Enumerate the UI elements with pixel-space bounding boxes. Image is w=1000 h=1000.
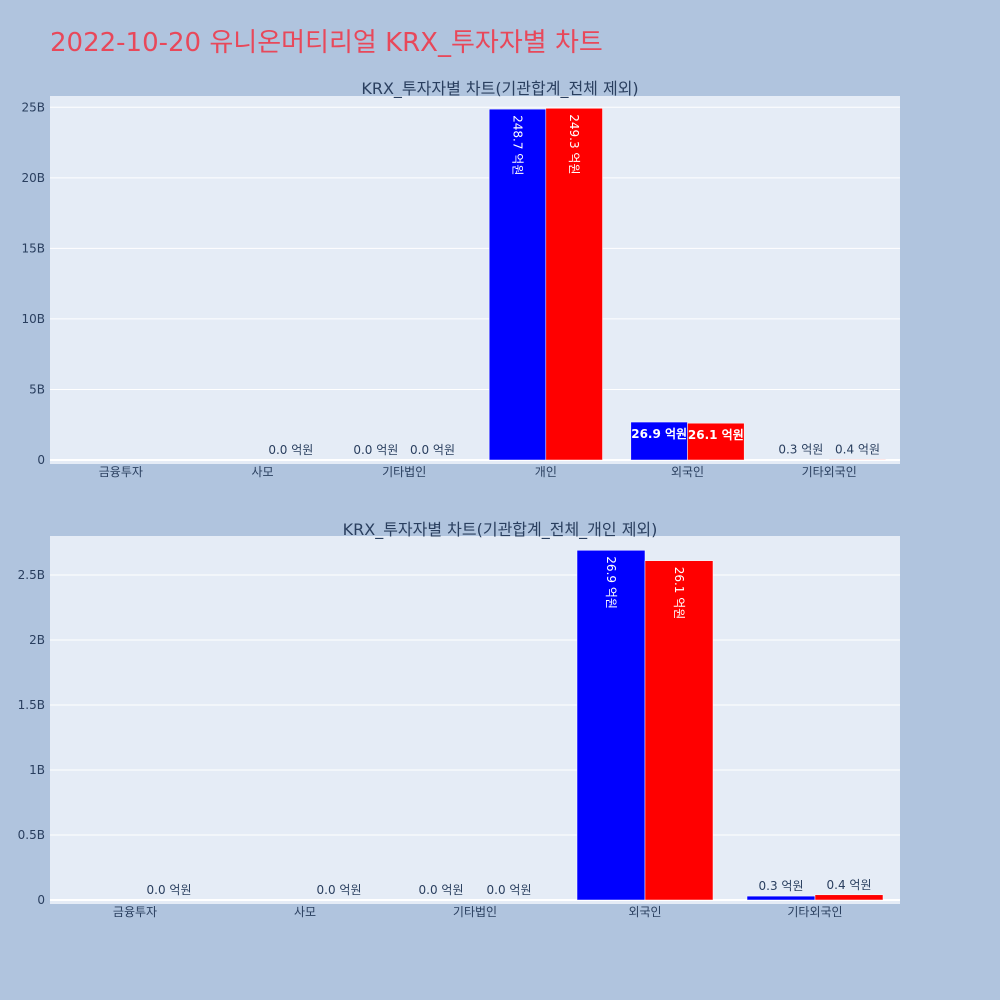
x-tick-label: 외국인 — [671, 465, 704, 479]
chart-title: KRX_투자자별 차트(기관합계_전체 제외) — [361, 79, 638, 99]
y-tick-label: 5B — [29, 382, 45, 396]
bar — [687, 422, 745, 461]
x-tick-label: 기타법인 — [453, 905, 497, 919]
data-label: 0.4 억원 — [835, 442, 880, 456]
x-tick-label: 사모 — [251, 465, 273, 479]
data-label: 0.0 억원 — [487, 883, 532, 897]
data-label: 0.0 억원 — [419, 883, 464, 897]
x-tick-label: 기타법인 — [382, 465, 426, 479]
data-label: 0.0 억원 — [410, 443, 455, 457]
y-tick-label: 0 — [37, 453, 45, 467]
y-tick-label: 0.5B — [18, 828, 45, 842]
y-tick-label: 10B — [21, 312, 45, 326]
bar — [828, 459, 887, 461]
x-tick-label: 사모 — [294, 905, 316, 919]
bar — [644, 560, 714, 901]
x-tick-label: 금융투자 — [99, 465, 143, 479]
data-label: 26.9 억원 — [631, 427, 687, 441]
y-tick-label: 15B — [21, 241, 45, 255]
bar — [545, 108, 603, 461]
x-tick-label: 기타외국인 — [787, 905, 842, 919]
y-tick-label: 1B — [29, 763, 45, 777]
y-tick-label: 1.5B — [18, 698, 45, 712]
bar — [746, 895, 816, 901]
y-tick-label: 0 — [37, 893, 45, 907]
bar — [630, 421, 688, 461]
data-label: 26.1 억원 — [672, 567, 686, 620]
data-label: 0.3 억원 — [778, 443, 823, 457]
data-label: 26.9 억원 — [604, 556, 618, 609]
y-tick-label: 2B — [29, 633, 45, 647]
chart-1: KRX_투자자별 차트(기관합계_전체 제외) 0 5B 10B 15B 20B 25B 금융… — [21, 79, 900, 479]
chart-2: KRX_투자자별 차트(기관합계_전체_개인 제외) 0 0.5B 1B 1.5B 2B 2… — [18, 520, 900, 919]
data-label: 26.1 억원 — [688, 428, 744, 442]
data-label: 0.0 억원 — [353, 443, 398, 457]
x-tick-label: 외국인 — [628, 905, 661, 919]
bar — [814, 894, 884, 901]
chart-title: KRX_투자자별 차트(기관합계_전체_개인 제외) — [343, 520, 658, 540]
data-label: 248.7 억원 — [511, 115, 525, 175]
data-label: 0.0 억원 — [317, 883, 362, 897]
data-label: 0.0 억원 — [147, 883, 192, 897]
plot-area — [50, 536, 900, 904]
x-tick-label: 금융투자 — [113, 905, 157, 919]
plot-area — [50, 96, 900, 464]
y-tick-label: 25B — [21, 100, 45, 114]
data-label: 249.3 억원 — [567, 114, 581, 174]
bar — [576, 550, 646, 901]
data-label: 0.0 억원 — [268, 443, 313, 457]
main-title: 2022-10-20 유니온머티리얼 KRX_투자자별 차트 — [50, 28, 603, 58]
data-label: 0.3 억원 — [759, 879, 804, 893]
data-label: 0.4 억원 — [827, 878, 872, 892]
y-tick-label: 20B — [21, 171, 45, 185]
x-tick-label: 기타외국인 — [802, 465, 857, 479]
y-tick-label: 2.5B — [18, 568, 45, 582]
x-tick-label: 개인 — [535, 465, 557, 479]
